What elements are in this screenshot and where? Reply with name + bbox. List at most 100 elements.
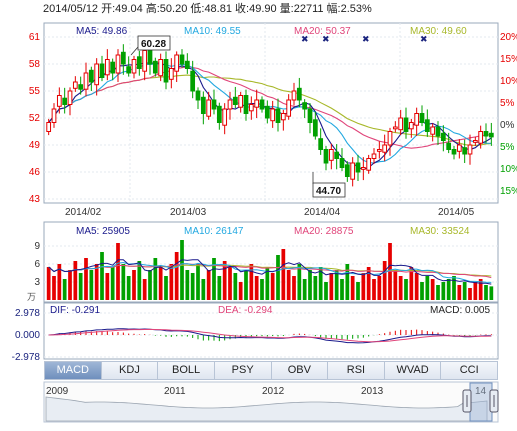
tab-psy[interactable]: PSY bbox=[215, 362, 272, 379]
ma10-line bbox=[48, 63, 492, 164]
candle-body bbox=[168, 68, 174, 80]
macd-y-axis: 2.978 0.000 -2.978 bbox=[12, 308, 41, 363]
tab-kdj[interactable]: KDJ bbox=[102, 362, 159, 379]
candle bbox=[120, 44, 126, 75]
tab-macd[interactable]: MACD bbox=[45, 362, 102, 379]
candle bbox=[56, 87, 62, 114]
candle bbox=[323, 145, 329, 171]
tab-wvad[interactable]: WVAD bbox=[385, 362, 442, 379]
pct-y-axis: 20% 15% 10% 5% 0% 5% 10% 15% bbox=[500, 32, 517, 197]
volume-bar bbox=[212, 258, 216, 300]
navigator-years: 2009 2011 2012 2013 14 bbox=[46, 386, 487, 397]
candle bbox=[302, 99, 308, 118]
candle bbox=[408, 118, 414, 138]
ma20-line bbox=[48, 66, 492, 149]
candle bbox=[376, 141, 382, 159]
candle-body bbox=[424, 119, 430, 133]
macd-legend: DIF: -0.291 DEA: -0.294 MACD: 0.005 bbox=[50, 305, 490, 316]
event-marker-icon[interactable]: ✖ bbox=[301, 34, 309, 44]
candle-body bbox=[179, 54, 185, 65]
vol-ma5-line bbox=[48, 259, 492, 285]
tab-obv[interactable]: OBV bbox=[272, 362, 329, 379]
volume-unit: 万 bbox=[27, 292, 36, 302]
tab-cci[interactable]: CCI bbox=[459, 364, 479, 376]
candle bbox=[270, 100, 276, 128]
volume-bar bbox=[132, 270, 136, 300]
candle-body bbox=[376, 149, 382, 152]
volume-y-axis: 9 6 3 bbox=[34, 241, 40, 288]
candle-body bbox=[163, 59, 169, 83]
candle bbox=[152, 57, 158, 77]
candle-body bbox=[318, 138, 324, 150]
volume-bar bbox=[148, 270, 152, 300]
candle-body bbox=[462, 147, 468, 155]
volume-bar bbox=[100, 252, 104, 300]
candle-body bbox=[440, 132, 446, 142]
pct-y-tick: 20% bbox=[500, 32, 517, 43]
candle bbox=[414, 107, 420, 136]
candle bbox=[179, 49, 185, 68]
candle bbox=[94, 58, 100, 96]
candle bbox=[435, 121, 441, 145]
event-marker-icon[interactable]: ✖ bbox=[420, 34, 428, 44]
volume-bar bbox=[206, 270, 211, 300]
candle-body bbox=[355, 162, 361, 173]
volume-bar bbox=[46, 267, 51, 300]
candlesticks bbox=[46, 40, 494, 187]
candle bbox=[350, 157, 356, 187]
candle bbox=[200, 91, 206, 125]
volume-bar bbox=[62, 279, 67, 300]
volume-bar bbox=[484, 285, 488, 300]
candle-body bbox=[158, 59, 164, 77]
candle-body bbox=[67, 90, 73, 105]
volume-bar bbox=[404, 279, 408, 300]
volume-bar bbox=[57, 264, 62, 300]
candle-body bbox=[350, 162, 356, 180]
navigator-range-selector[interactable] bbox=[462, 382, 499, 422]
candle-body bbox=[488, 132, 494, 138]
pct-y-tick: 15% bbox=[500, 186, 517, 197]
volume-bar bbox=[68, 270, 72, 300]
candle bbox=[126, 56, 132, 77]
volume-bar bbox=[228, 267, 232, 300]
candle-body bbox=[435, 126, 441, 137]
pct-y-tick: 5% bbox=[500, 142, 515, 153]
volume-bar bbox=[201, 279, 206, 300]
candle bbox=[104, 49, 110, 81]
macd-label: MACD: 0.005 bbox=[430, 305, 490, 316]
volume-bar bbox=[265, 267, 270, 300]
candle bbox=[222, 103, 228, 135]
candle bbox=[67, 87, 73, 116]
volume-bar bbox=[308, 270, 312, 300]
volume-ma-lines bbox=[48, 259, 492, 285]
price-y-tick: 61 bbox=[29, 32, 41, 43]
candle bbox=[232, 86, 238, 109]
pct-y-tick: 0% bbox=[500, 120, 515, 131]
candle-body bbox=[83, 72, 89, 90]
tab-boll[interactable]: BOLL bbox=[158, 362, 215, 379]
event-marker-icon[interactable]: ✖ bbox=[362, 34, 370, 44]
volume-bar bbox=[89, 270, 94, 300]
ma10-label: MA10: 49.55 bbox=[184, 26, 241, 37]
candle-body bbox=[286, 99, 292, 117]
volume-bar bbox=[121, 264, 126, 300]
candle bbox=[190, 60, 196, 99]
candle-body bbox=[206, 99, 212, 117]
candle-body bbox=[275, 108, 281, 123]
candle bbox=[243, 89, 249, 121]
volume-bar bbox=[153, 258, 158, 300]
candle bbox=[355, 154, 361, 181]
candle bbox=[382, 134, 388, 162]
price-y-tick: 55 bbox=[29, 86, 41, 97]
event-marker-icon[interactable]: ✖ bbox=[322, 34, 330, 44]
candle bbox=[259, 96, 265, 113]
candle-body bbox=[104, 59, 110, 76]
volume-bar bbox=[244, 270, 248, 300]
volume-bar bbox=[52, 276, 56, 300]
candle bbox=[440, 125, 446, 152]
candle-body bbox=[248, 104, 254, 112]
volume-bar bbox=[420, 282, 424, 300]
tab-rsi[interactable]: RSI bbox=[328, 362, 385, 379]
